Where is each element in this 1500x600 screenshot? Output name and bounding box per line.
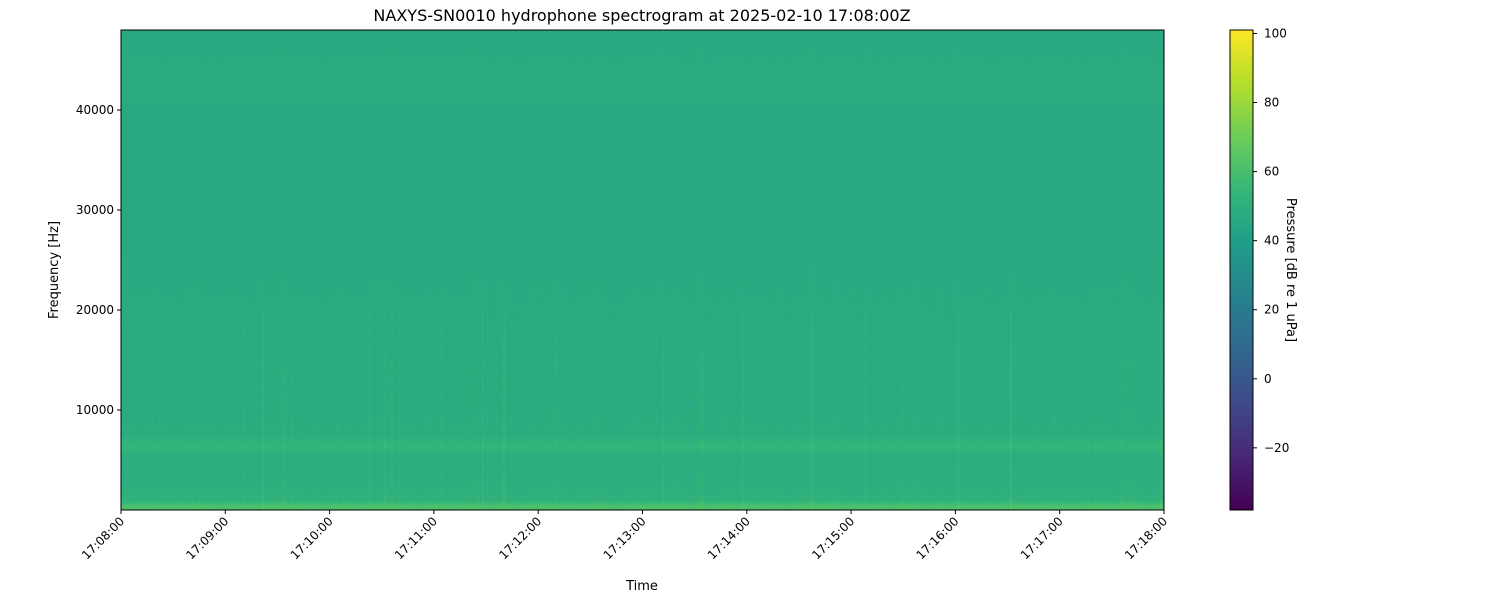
y-tick-label: 10000 [76,403,114,417]
colorbar-tick-label: −20 [1264,441,1289,455]
x-tick-label: 17:16:00 [914,514,962,562]
x-tick-label: 17:09:00 [183,514,231,562]
x-tick-label: 17:18:00 [1122,514,1170,562]
plot-frame [120,29,1165,511]
x-tick-label: 17:17:00 [1018,514,1066,562]
colorbar-label: Pressure [dB re 1 uPa] [1283,198,1298,342]
y-tick-label: 20000 [76,303,114,317]
spectrogram-image [121,30,1164,510]
chart-title: NAXYS-SN0010 hydrophone spectrogram at 2… [373,6,910,25]
x-tick-label: 17:14:00 [705,514,753,562]
y-axis-label: Frequency [Hz] [47,221,62,319]
colorbar-tick-label: 60 [1264,165,1279,179]
y-tick-label: 30000 [76,203,114,217]
colorbar-tick-label: 100 [1264,26,1287,40]
x-tick-label: 17:08:00 [79,514,127,562]
colorbar-tick-label: 20 [1264,303,1279,317]
x-tick-label: 17:15:00 [809,514,857,562]
x-tick-label: 17:13:00 [601,514,649,562]
colorbar-frame [1229,29,1254,511]
colorbar-tick-label: 0 [1264,372,1272,386]
x-tick-label: 17:12:00 [496,514,544,562]
colorbar-gradient [1230,30,1253,510]
x-axis-label: Time [625,579,658,594]
colorbar-tick-label: 40 [1264,234,1279,248]
x-tick-label: 17:11:00 [392,514,440,562]
colorbar-tick-label: 80 [1264,96,1279,110]
y-tick-label: 40000 [76,103,114,117]
x-tick-label: 17:10:00 [288,514,336,562]
